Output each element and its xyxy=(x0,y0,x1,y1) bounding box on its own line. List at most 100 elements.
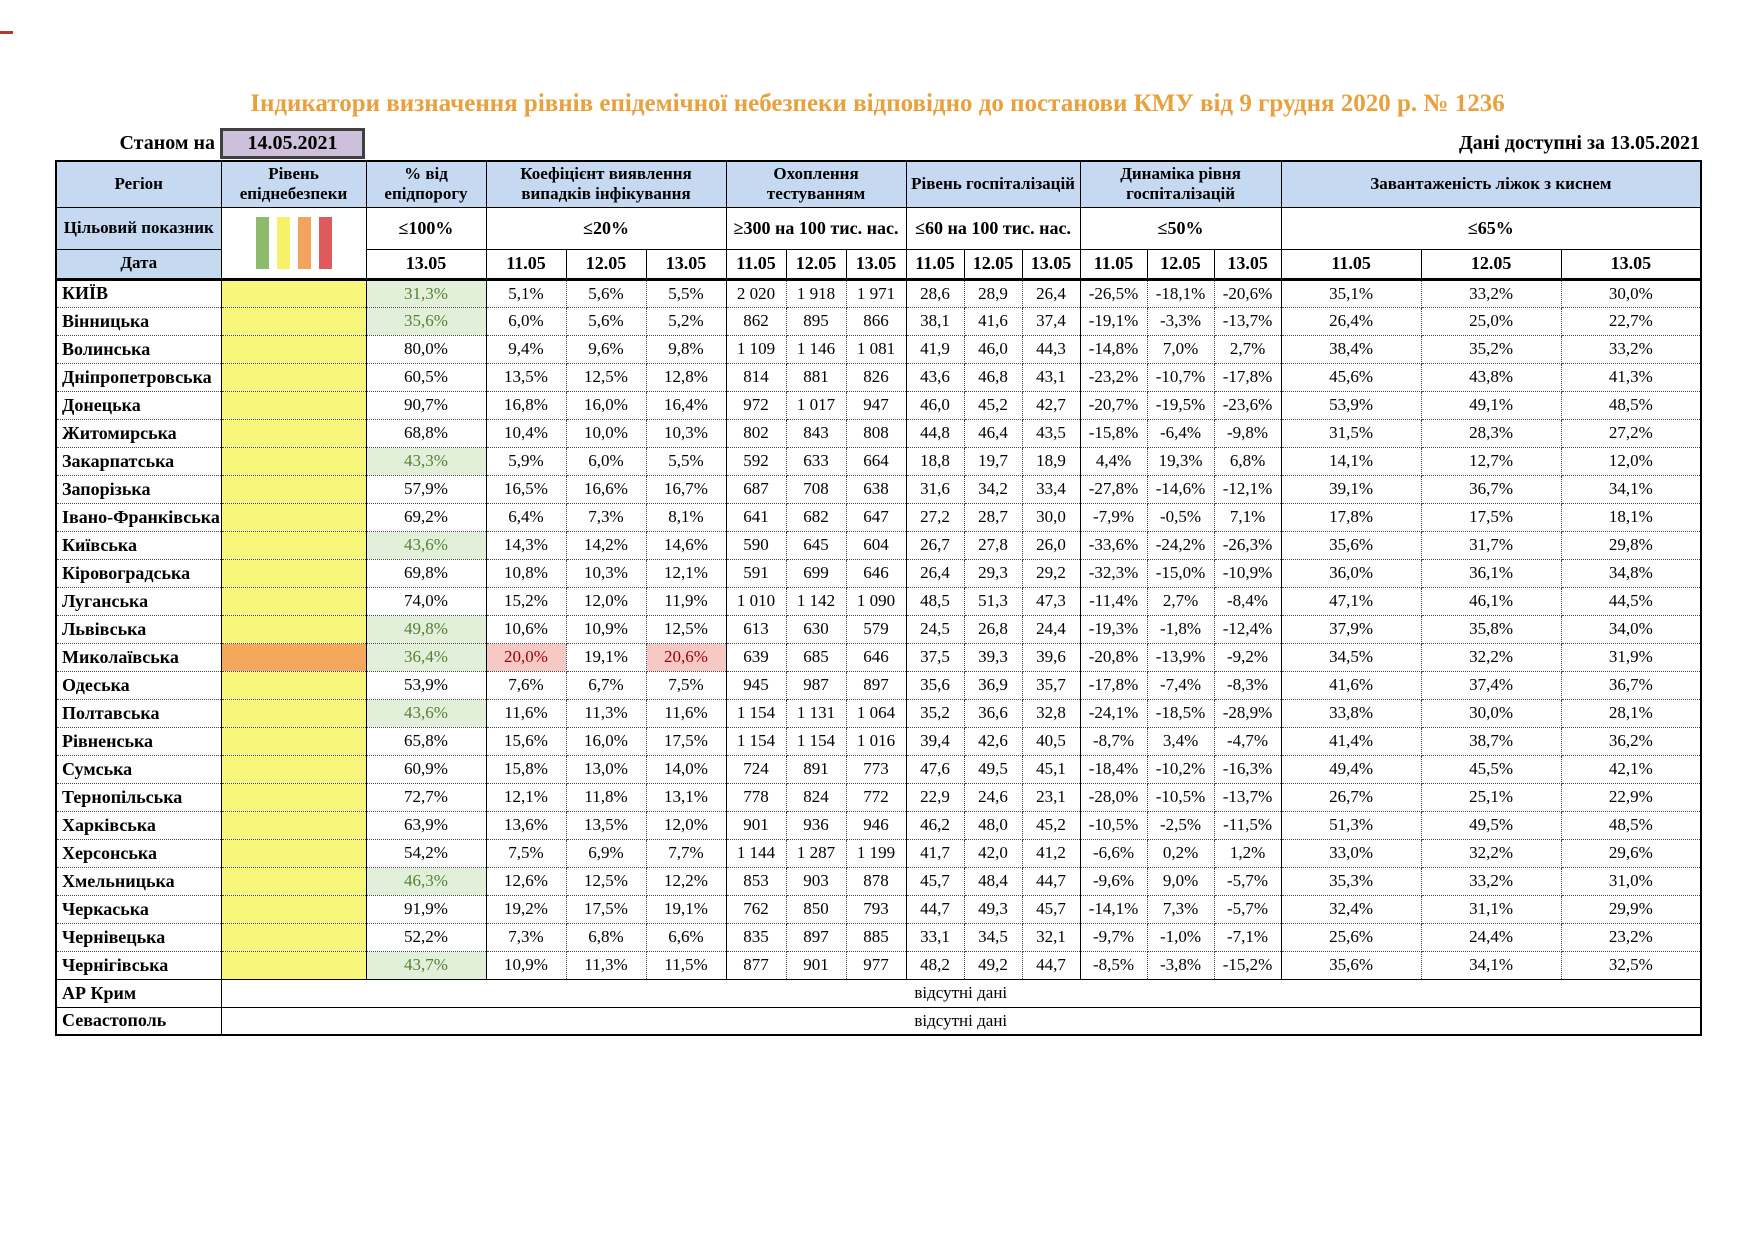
oxygen-beds-cell: 48,5% xyxy=(1561,391,1702,420)
detection-coef-cell: 12,0% xyxy=(646,811,727,840)
date-cell: 12.05 xyxy=(785,248,847,281)
oxygen-beds-cell: 29,6% xyxy=(1561,839,1702,868)
testing-coverage-cell: 972 xyxy=(726,391,787,420)
region-cell: Чернігівська xyxy=(56,951,222,980)
detection-coef-cell: 11,6% xyxy=(646,699,727,728)
detection-coef-cell: 8,1% xyxy=(646,503,727,532)
oxygen-beds-cell: 24,4% xyxy=(1421,923,1562,952)
oxygen-beds-cell: 36,7% xyxy=(1421,475,1562,504)
testing-coverage-cell: 646 xyxy=(846,559,907,588)
detection-coef-cell: 11,3% xyxy=(566,951,647,980)
date-cell: 12.05 xyxy=(1146,248,1215,281)
hospitalization-dynamics-cell: -8,5% xyxy=(1080,951,1148,980)
testing-coverage-cell: 946 xyxy=(846,811,907,840)
hospitalization-level-cell: 26,0 xyxy=(1022,531,1081,560)
hospitalization-dynamics-cell: -3,8% xyxy=(1147,951,1215,980)
detection-coef-cell: 11,3% xyxy=(566,699,647,728)
testing-coverage-cell: 645 xyxy=(786,531,847,560)
testing-coverage-cell: 903 xyxy=(786,867,847,896)
table-header: Регіон Рівень епіднебезпеки% від епідпоро… xyxy=(55,160,1702,281)
epidemic-level-cell xyxy=(221,643,367,672)
hospitalization-level-cell: 24,5 xyxy=(906,615,965,644)
testing-coverage-cell: 590 xyxy=(726,531,787,560)
region-cell: Полтавська xyxy=(56,699,222,728)
detection-coef-cell: 10,4% xyxy=(486,419,567,448)
epidemic-level-cell xyxy=(221,727,367,756)
detection-coef-cell: 6,9% xyxy=(566,839,647,868)
table-row: КИЇВ 31,3% 5,1% 5,6% 5,5% 2 020 1 918 1 971 28,6… xyxy=(56,279,1702,308)
detection-coef-cell: 16,0% xyxy=(566,727,647,756)
table-row: Житомирська 68,8% 10,4% 10,0% 10,3% 802 843 808… xyxy=(56,419,1702,448)
hospitalization-level-cell: 47,3 xyxy=(1022,587,1081,616)
hospitalization-level-cell: 29,3 xyxy=(964,559,1023,588)
detection-coef-cell: 16,5% xyxy=(486,475,567,504)
hospitalization-dynamics-cell: 7,3% xyxy=(1147,895,1215,924)
detection-coef-cell: 12,1% xyxy=(486,783,567,812)
hospitalization-dynamics-cell: -3,3% xyxy=(1147,307,1215,336)
hospitalization-level-cell: 46,0 xyxy=(964,335,1023,364)
detection-coef-cell: 14,6% xyxy=(646,531,727,560)
detection-coef-cell: 11,8% xyxy=(566,783,647,812)
epidemic-level-cell xyxy=(221,951,367,980)
hospitalization-dynamics-cell: -15,8% xyxy=(1080,419,1148,448)
detection-coef-cell: 12,5% xyxy=(566,867,647,896)
region-cell: Львівська xyxy=(56,615,222,644)
pct-threshold-cell: 80,0% xyxy=(366,335,487,364)
region-cell: Донецька xyxy=(56,391,222,420)
hospitalization-level-cell: 44,3 xyxy=(1022,335,1081,364)
data-available-label: Дані доступні за 13.05.2021 xyxy=(1458,132,1700,154)
oxygen-beds-cell: 49,5% xyxy=(1421,811,1562,840)
hospitalization-dynamics-cell: -20,8% xyxy=(1080,643,1148,672)
date-cell: 12.05 xyxy=(1420,248,1562,281)
oxygen-beds-cell: 41,3% xyxy=(1561,363,1702,392)
hospitalization-dynamics-cell: -10,9% xyxy=(1214,559,1282,588)
hospitalization-level-cell: 32,1 xyxy=(1022,923,1081,952)
as-of-date-box: 14.05.2021 xyxy=(220,128,365,159)
testing-coverage-cell: 891 xyxy=(786,755,847,784)
testing-coverage-cell: 604 xyxy=(846,531,907,560)
pct-threshold-cell: 43,6% xyxy=(366,531,487,560)
testing-coverage-cell: 881 xyxy=(786,363,847,392)
oxygen-beds-cell: 30,0% xyxy=(1561,279,1702,308)
hospitalization-level-cell: 18,9 xyxy=(1022,447,1081,476)
hospitalization-dynamics-cell: -13,7% xyxy=(1214,307,1282,336)
oxygen-beds-cell: 34,5% xyxy=(1281,643,1422,672)
pct-threshold-cell: 57,9% xyxy=(366,475,487,504)
epidemic-level-cell xyxy=(221,755,367,784)
hospitalization-dynamics-cell: -7,1% xyxy=(1214,923,1282,952)
hospitalization-dynamics-cell: -33,6% xyxy=(1080,531,1148,560)
epidemic-level-cell xyxy=(221,839,367,868)
table-row: Миколаївська 36,4% 20,0% 19,1% 20,6% 639 685 64… xyxy=(56,643,1702,672)
testing-coverage-cell: 987 xyxy=(786,671,847,700)
testing-coverage-cell: 1 144 xyxy=(726,839,787,868)
epidemic-level-cell xyxy=(221,783,367,812)
oxygen-beds-cell: 17,8% xyxy=(1281,503,1422,532)
oxygen-beds-cell: 35,6% xyxy=(1281,951,1422,980)
oxygen-beds-cell: 31,0% xyxy=(1561,867,1702,896)
pct-threshold-cell: 63,9% xyxy=(366,811,487,840)
testing-coverage-cell: 687 xyxy=(726,475,787,504)
hospitalization-dynamics-cell: 7,0% xyxy=(1147,335,1215,364)
epidemic-level-cell xyxy=(221,895,367,924)
oxygen-beds-cell: 53,9% xyxy=(1281,391,1422,420)
hospitalization-level-cell: 51,3 xyxy=(964,587,1023,616)
hospitalization-level-cell: 44,7 xyxy=(1022,867,1081,896)
pct-threshold-cell: 52,2% xyxy=(366,923,487,952)
detection-coef-cell: 6,4% xyxy=(486,503,567,532)
hospitalization-level-cell: 27,2 xyxy=(906,503,965,532)
oxygen-beds-cell: 37,9% xyxy=(1281,615,1422,644)
table-row: Вінницька 35,6% 6,0% 5,6% 5,2% 862 895 866 38,1 4… xyxy=(56,307,1702,336)
table-row: Тернопільська 72,7% 12,1% 11,8% 13,1% 778 824 7… xyxy=(56,783,1702,812)
hospitalization-level-cell: 45,1 xyxy=(1022,755,1081,784)
hospitalization-level-cell: 46,4 xyxy=(964,419,1023,448)
table-row: Луганська 74,0% 15,2% 12,0% 11,9% 1 010 1 142 1… xyxy=(56,587,1702,616)
oxygen-beds-cell: 35,3% xyxy=(1281,867,1422,896)
detection-coef-cell: 7,7% xyxy=(646,839,727,868)
table-row: Волинська 80,0% 9,4% 9,6% 9,8% 1 109 1 146 1 08… xyxy=(56,335,1702,364)
table-row: Закарпатська 43,3% 5,9% 6,0% 5,5% 592 633 664 18… xyxy=(56,447,1702,476)
testing-coverage-cell: 579 xyxy=(846,615,907,644)
testing-coverage-cell: 664 xyxy=(846,447,907,476)
testing-coverage-cell: 853 xyxy=(726,867,787,896)
oxygen-beds-cell: 35,1% xyxy=(1281,279,1422,308)
risk-level-color-swatch xyxy=(318,216,332,269)
